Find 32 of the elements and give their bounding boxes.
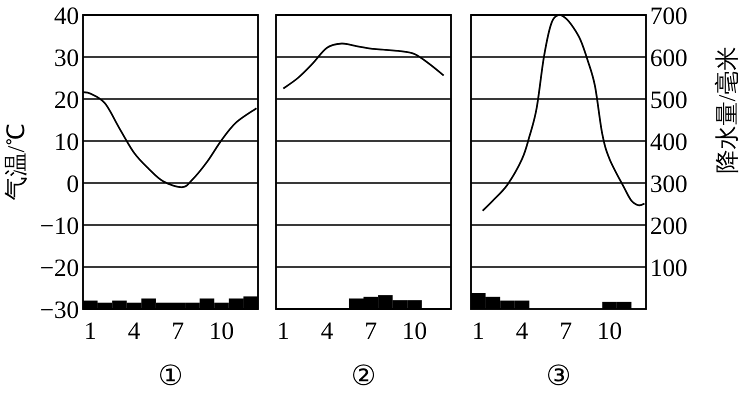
x-tick-label: 10 [597, 318, 622, 345]
y2-tick-label: 400 [650, 129, 688, 156]
x-tick-label: 1 [472, 318, 485, 345]
text: ③ [546, 361, 571, 392]
x-tick-label: 7 [560, 318, 572, 345]
x-tick-label: 1 [277, 318, 290, 345]
x-tick-label: 4 [320, 318, 334, 345]
y-axis-title: 气温/℃ [4, 124, 30, 200]
x-tick-label: 4 [516, 318, 529, 345]
x-tick-label: 10 [209, 318, 234, 345]
x-tick-label: 4 [128, 318, 141, 345]
y2-tick-label: 600 [650, 45, 688, 72]
y-tick-label: 10 [54, 129, 79, 156]
y2-tick-label: 100 [650, 255, 688, 282]
y-tick-label: 40 [54, 3, 79, 30]
y-tick-label: −10 [40, 213, 79, 240]
text: ② [351, 361, 376, 392]
x-tick-label: 10 [402, 318, 428, 345]
y-tick-label: 0 [66, 171, 79, 198]
y-tick-label: 30 [54, 45, 79, 72]
text: ① [158, 361, 183, 392]
y2-tick-label: 200 [650, 213, 688, 240]
x-tick-label: 7 [364, 318, 378, 345]
x-tick-label: 7 [172, 318, 184, 345]
y2-tick-label: 300 [650, 171, 688, 198]
y-tick-label: −20 [40, 255, 79, 282]
y-tick-label: 20 [54, 87, 79, 114]
y2-axis-title: 降水量/毫米 [714, 46, 741, 174]
y-tick-label: −30 [40, 297, 79, 324]
x-tick-label: 1 [84, 318, 97, 345]
y2-tick-label: 700 [650, 3, 688, 30]
y2-tick-label: 500 [650, 87, 688, 114]
